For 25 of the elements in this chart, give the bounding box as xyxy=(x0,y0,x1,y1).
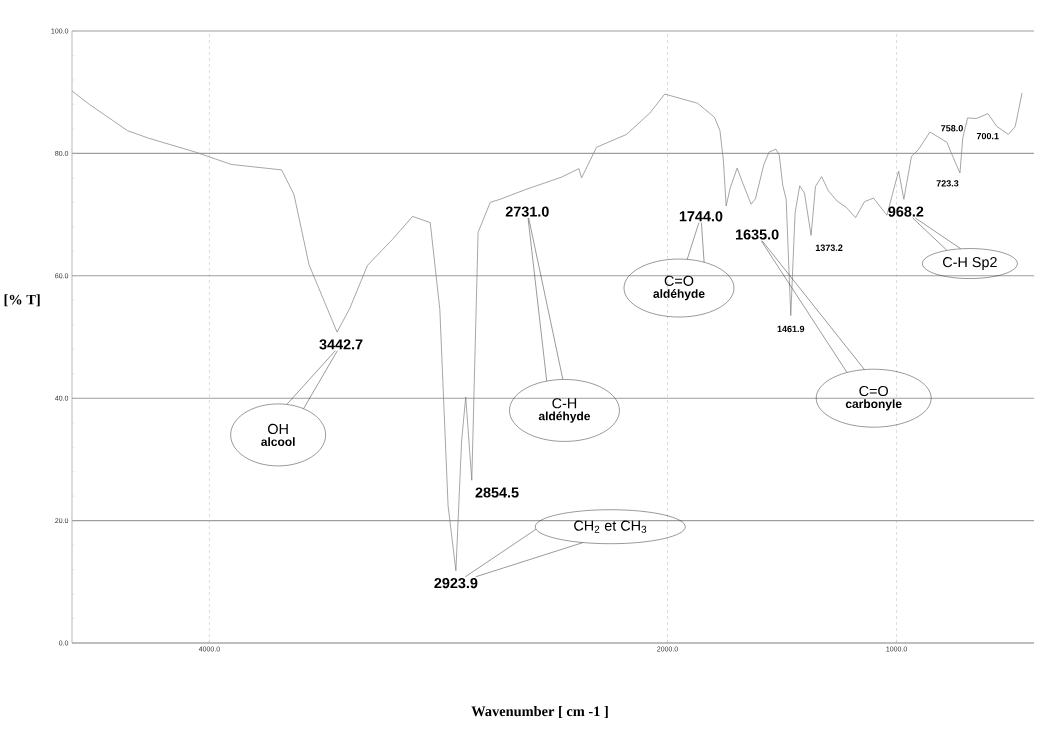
annotation: 2854.5 xyxy=(475,487,519,498)
annotation: alcool xyxy=(261,437,295,446)
line-series xyxy=(71,90,1023,572)
annotation: 1744.0 xyxy=(679,211,723,222)
annotation: C-H xyxy=(552,398,577,409)
annotation: C=O xyxy=(859,385,888,397)
annotation: 723.3 xyxy=(936,180,959,187)
y-axis-title: [% T] xyxy=(4,294,40,307)
annotation: 2731.0 xyxy=(505,206,549,217)
annotation: 1373.2 xyxy=(815,244,843,251)
annotation: aldéhyde xyxy=(653,289,705,301)
annotation: 968.2 xyxy=(888,206,924,217)
annotation: 1461.9 xyxy=(777,325,805,333)
annotation: 2923.9 xyxy=(434,577,478,589)
annotation: 758.0 xyxy=(941,125,963,132)
annotation: OH xyxy=(268,423,288,435)
annotation: 3442.7 xyxy=(319,339,363,350)
annotation: C=O xyxy=(664,275,694,286)
annotation: carbonyle xyxy=(845,399,902,411)
x-axis-title: Wavenumber [ cm -1 ] xyxy=(471,706,608,718)
annotation: 1635.0 xyxy=(736,229,779,240)
annotation: C-H Sp2 xyxy=(943,257,997,271)
annotation: aldéhyde xyxy=(538,411,591,423)
annotation: CH$_{2}$ et CH$_{3}$ xyxy=(574,520,647,533)
annotation: 700.1 xyxy=(976,132,999,140)
